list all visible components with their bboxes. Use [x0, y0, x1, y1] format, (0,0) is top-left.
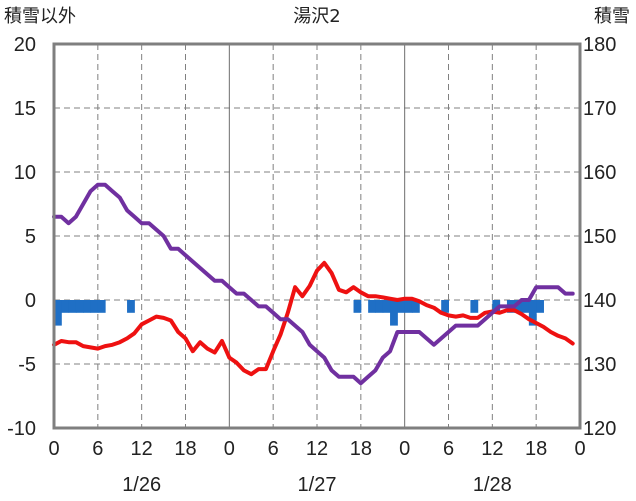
x-tick-label: 0 — [574, 438, 585, 460]
chart-title: 湯沢2 — [293, 6, 340, 27]
y-right-tick-label: 120 — [583, 418, 616, 440]
precipitation-bar — [54, 300, 62, 326]
plot-frame — [52, 42, 582, 430]
y-left-tick-label: 5 — [25, 226, 36, 248]
y-right-tick-label: 170 — [583, 98, 616, 120]
y-left-tick-label: 20 — [14, 34, 36, 56]
precipitation-bar — [514, 300, 523, 313]
precipitation-bar — [397, 300, 406, 313]
y-right-tick-label: 180 — [583, 34, 616, 56]
x-tick-label: 0 — [48, 438, 59, 460]
precipitation-bar — [61, 300, 70, 313]
precipitation-bar — [97, 300, 106, 313]
precipitation-bar — [127, 300, 135, 313]
x-tick-label: 12 — [481, 438, 503, 460]
temperature-line — [52, 260, 575, 377]
x-tick-label: 6 — [92, 438, 103, 460]
precipitation-bar — [470, 300, 479, 313]
x-tick-label: 18 — [174, 438, 196, 460]
y-right-tick-label: 130 — [583, 354, 616, 376]
precipitation-bar — [441, 300, 449, 313]
y-left-tick-label: -10 — [7, 418, 36, 440]
date-label: 1/28 — [473, 474, 512, 496]
precipitation-bar — [353, 300, 362, 313]
precipitation-bar — [75, 300, 84, 313]
precipitation-bar — [90, 300, 99, 313]
right-axis-label: 積雪 — [594, 6, 630, 27]
y-left-tick-label: -5 — [18, 354, 36, 376]
x-tick-label: 12 — [306, 438, 328, 460]
x-tick-label: 18 — [525, 438, 547, 460]
date-label: 1/27 — [298, 474, 337, 496]
precipitation-bar — [528, 300, 537, 326]
left-axis-label: 積雪以外 — [4, 6, 76, 27]
y-right-tick-label: 140 — [583, 290, 616, 312]
precipitation-bar — [68, 300, 77, 313]
y-left-tick-label: 10 — [14, 162, 36, 184]
x-tick-label: 0 — [224, 438, 235, 460]
precipitation-bars — [54, 300, 544, 326]
x-tick-label: 18 — [350, 438, 372, 460]
precipitation-bar — [492, 300, 501, 313]
y-right-tick-label: 150 — [583, 226, 616, 248]
snow-depth-line — [52, 182, 575, 386]
precipitation-bar — [404, 300, 413, 313]
precipitation-bar — [536, 300, 544, 313]
x-tick-label: 12 — [131, 438, 153, 460]
precipitation-bar — [375, 300, 384, 313]
y-left-tick-label: 15 — [14, 98, 36, 120]
x-tick-label: 0 — [399, 438, 410, 460]
date-label: 1/26 — [122, 474, 161, 496]
x-tick-label: 6 — [443, 438, 454, 460]
y-right-tick-label: 160 — [583, 162, 616, 184]
y-left-tick-label: 0 — [25, 290, 36, 312]
x-tick-label: 6 — [268, 438, 279, 460]
precipitation-bar — [390, 300, 398, 326]
precipitation-bar — [368, 300, 376, 313]
grid-lines — [54, 44, 580, 428]
precipitation-bar — [521, 300, 530, 313]
data-lines — [52, 182, 575, 386]
precipitation-bar — [83, 300, 92, 313]
precipitation-bar — [382, 300, 391, 313]
precipitation-bar — [411, 300, 420, 313]
